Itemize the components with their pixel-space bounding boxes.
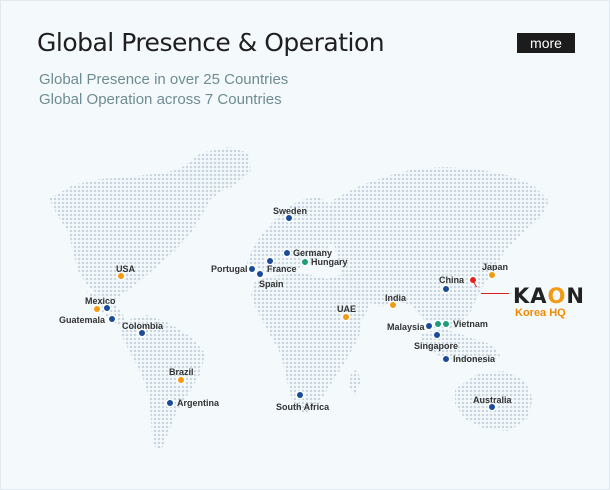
marker-guatemala[interactable]	[104, 305, 110, 311]
marker-brazil[interactable]	[178, 377, 184, 383]
label-australia: Australia	[473, 395, 512, 405]
continent-europe	[247, 197, 337, 275]
label-colombia: Colombia	[122, 321, 164, 331]
label-south-africa: South Africa	[276, 402, 330, 412]
region-southeast-asia	[421, 329, 501, 363]
continent-asia	[331, 167, 549, 333]
label-japan: Japan	[482, 262, 509, 272]
marker-france[interactable]	[267, 258, 273, 264]
label-usa: USA	[116, 264, 136, 274]
kaon-logo-text: KAON	[513, 284, 585, 308]
label-brazil: Brazil	[169, 367, 194, 377]
label-portugal: Portugal	[211, 264, 248, 274]
marker-argentina[interactable]	[167, 400, 173, 406]
label-uae: UAE	[337, 304, 357, 314]
marker-india[interactable]	[390, 302, 396, 308]
marker-vietnam[interactable]	[435, 321, 441, 327]
marker-australia[interactable]	[489, 404, 495, 410]
label-korea-hq: Korea HQ	[515, 307, 566, 319]
subtitle-list: Global Presence in over 25 Countries Glo…	[39, 70, 288, 110]
marker-hungary[interactable]	[302, 259, 308, 265]
continent-south-america	[121, 315, 205, 451]
marker-indonesia[interactable]	[443, 356, 449, 362]
label-germany: Germany	[293, 248, 333, 258]
label-spain: Spain	[259, 279, 284, 289]
marker-malaysia[interactable]	[426, 323, 432, 329]
marker-usa[interactable]	[118, 273, 124, 279]
label-sweden: Sweden	[273, 206, 308, 216]
label-indonesia: Indonesia	[453, 354, 496, 364]
label-mexico: Mexico	[85, 296, 116, 306]
marker-colombia[interactable]	[109, 316, 115, 322]
label-india: India	[385, 293, 407, 303]
region-middle-east	[327, 273, 371, 321]
label-malaysia: Malaysia	[387, 322, 425, 332]
marker-vietnam-2[interactable]	[443, 321, 449, 327]
marker-sweden[interactable]	[286, 215, 292, 221]
page-title: Global Presence & Operation	[37, 28, 385, 57]
label-singapore: Singapore	[414, 341, 459, 351]
marker-colombia-2[interactable]	[139, 330, 145, 336]
marker-south-africa[interactable]	[297, 392, 303, 398]
marker-singapore[interactable]	[434, 332, 440, 338]
label-china: China	[439, 275, 465, 285]
island-madagascar	[349, 369, 361, 395]
label-vietnam: Vietnam	[453, 319, 488, 329]
label-france: France	[267, 264, 297, 274]
label-guatemala: Guatemala	[59, 315, 106, 325]
marker-germany[interactable]	[284, 250, 290, 256]
continent-africa	[251, 273, 363, 415]
marker-portugal[interactable]	[249, 266, 255, 272]
marker-mexico[interactable]	[94, 306, 100, 312]
subtitle-presence: Global Presence in over 25 Countries	[39, 71, 289, 88]
subtitle-operation: Global Operation across 7 Countries	[39, 91, 282, 108]
kaon-logo: KAON	[513, 285, 585, 307]
continent-north-america	[49, 161, 241, 301]
marker-china[interactable]	[443, 286, 449, 292]
continent-greenland	[177, 147, 251, 191]
marker-uae[interactable]	[343, 314, 349, 320]
hq-connector-line-2	[481, 293, 509, 294]
label-hungary: Hungary	[311, 257, 348, 267]
continent-australia	[455, 371, 533, 431]
marker-japan[interactable]	[489, 272, 495, 278]
more-button[interactable]: more	[517, 33, 575, 53]
marker-spain[interactable]	[257, 271, 263, 277]
label-argentina: Argentina	[177, 398, 220, 408]
